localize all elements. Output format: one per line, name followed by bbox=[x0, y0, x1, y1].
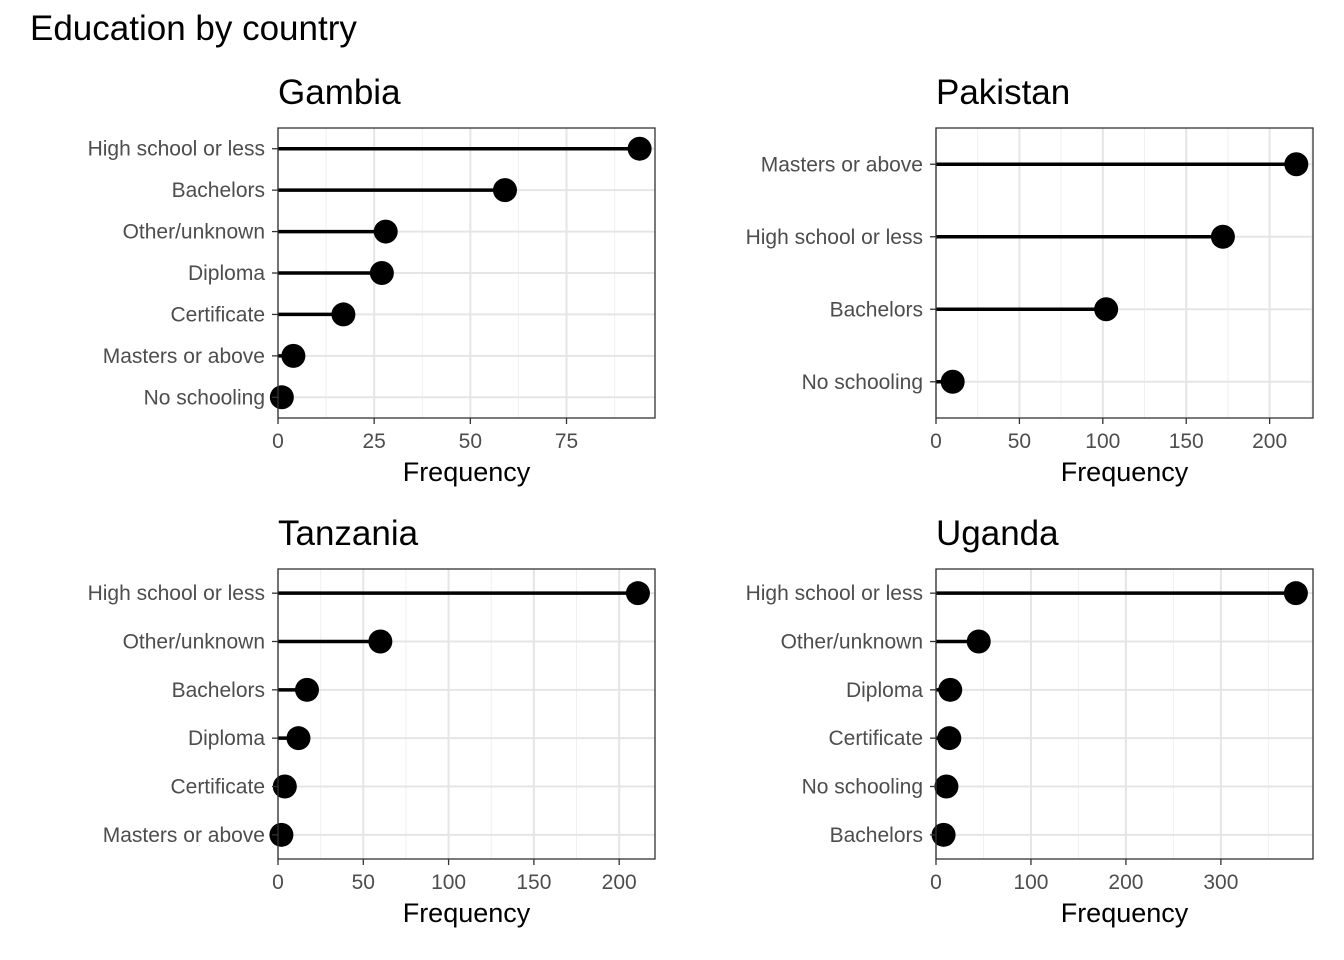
x-tick-label: 300 bbox=[1203, 871, 1238, 894]
lollipop-point-masters-or-above bbox=[1284, 152, 1309, 177]
figure-title: Education by country bbox=[30, 9, 357, 48]
y-tick-label: No schooling bbox=[144, 386, 265, 409]
panel-title: Tanzania bbox=[278, 514, 419, 553]
x-tick-label: 200 bbox=[1108, 871, 1143, 894]
x-tick-label: 0 bbox=[930, 430, 942, 453]
y-tick-label: Masters or above bbox=[761, 153, 923, 176]
panel-border bbox=[935, 127, 1314, 419]
x-tick-label: 50 bbox=[352, 871, 375, 894]
panel-background bbox=[278, 569, 655, 859]
y-tick-label: Diploma bbox=[188, 262, 265, 285]
x-tick-label: 0 bbox=[930, 871, 942, 894]
y-tick-label: High school or less bbox=[88, 582, 265, 605]
x-tick-label: 0 bbox=[272, 871, 284, 894]
lollipop-point-masters-or-above bbox=[269, 822, 294, 847]
x-tick-label: 100 bbox=[1085, 430, 1120, 453]
lollipop-point-certificate bbox=[331, 302, 356, 327]
lollipop-point-other-unknown bbox=[368, 629, 393, 654]
x-tick-label: 150 bbox=[516, 871, 551, 894]
x-axis-title: Frequency bbox=[403, 898, 531, 928]
lollipop-point-high-school-or-less bbox=[627, 136, 652, 161]
y-tick-label: High school or less bbox=[746, 226, 923, 249]
panel-border bbox=[277, 568, 656, 860]
x-tick-label: 100 bbox=[431, 871, 466, 894]
x-tick-label: 25 bbox=[362, 430, 385, 453]
y-tick-label: Bachelors bbox=[172, 679, 265, 702]
y-tick-label: High school or less bbox=[746, 582, 923, 605]
y-tick-label: Other/unknown bbox=[123, 221, 265, 244]
lollipop-point-no-schooling bbox=[940, 369, 965, 394]
y-tick-label: Certificate bbox=[170, 776, 265, 799]
panel-background bbox=[936, 569, 1313, 859]
lollipop-point-diploma bbox=[369, 261, 394, 285]
lollipop-point-bachelors bbox=[492, 178, 517, 203]
x-tick-label: 0 bbox=[272, 430, 284, 453]
lollipop-point-high-school-or-less bbox=[625, 581, 650, 606]
y-tick-label: No schooling bbox=[802, 776, 923, 799]
y-tick-label: Certificate bbox=[170, 303, 265, 326]
x-tick-label: 50 bbox=[1008, 430, 1031, 453]
lollipop-point-bachelors bbox=[295, 677, 319, 702]
lollipop-point-certificate bbox=[937, 726, 962, 751]
lollipop-point-bachelors bbox=[931, 822, 956, 847]
lollipop-point-other-unknown bbox=[373, 219, 398, 244]
panel-background bbox=[936, 128, 1313, 418]
lollipop-point-no-schooling bbox=[269, 385, 294, 410]
y-tick-label: No schooling bbox=[802, 371, 923, 394]
lollipop-point-diploma bbox=[286, 726, 311, 751]
panel-gambia: High school or less Bachelors Other/unknow… bbox=[88, 73, 656, 487]
panel-title: Gambia bbox=[278, 73, 401, 112]
y-tick-label: Bachelors bbox=[830, 824, 923, 847]
panel-title: Pakistan bbox=[936, 73, 1070, 112]
x-tick-label: 200 bbox=[602, 871, 637, 894]
y-tick-label: Masters or above bbox=[103, 824, 265, 847]
x-tick-label: 50 bbox=[459, 430, 482, 453]
panel-uganda: High school or less Other/unknown Diploma C… bbox=[746, 514, 1314, 928]
lollipop-point-other-unknown bbox=[966, 629, 991, 654]
lollipop-point-certificate bbox=[272, 774, 297, 799]
panel-title: Uganda bbox=[936, 514, 1059, 553]
x-tick-label: 75 bbox=[555, 430, 578, 453]
y-tick-label: Bachelors bbox=[172, 179, 265, 202]
x-tick-label: 200 bbox=[1252, 430, 1287, 453]
lollipop-point-diploma bbox=[938, 677, 963, 702]
lollipop-point-no-schooling bbox=[934, 774, 959, 799]
panel-pakistan: Masters or above High school or less Bache… bbox=[746, 73, 1314, 487]
panel-border bbox=[935, 568, 1314, 860]
lollipop-point-masters-or-above bbox=[281, 343, 306, 368]
lollipop-point-high-school-or-less bbox=[1210, 224, 1235, 249]
chart-panels: High school or less Bachelors Other/unknow… bbox=[88, 73, 1314, 928]
y-tick-label: Diploma bbox=[846, 679, 923, 702]
x-axis-title: Frequency bbox=[1061, 457, 1189, 487]
y-tick-label: Diploma bbox=[188, 727, 265, 750]
panel-tanzania: High school or less Other/unknown Bachelor… bbox=[88, 514, 656, 928]
x-axis-title: Frequency bbox=[1061, 898, 1189, 928]
lollipop-point-bachelors bbox=[1094, 297, 1119, 322]
x-tick-label: 100 bbox=[1013, 871, 1048, 894]
y-tick-label: Certificate bbox=[828, 727, 923, 750]
y-tick-label: Bachelors bbox=[830, 298, 923, 321]
y-tick-label: Masters or above bbox=[103, 345, 265, 368]
y-tick-label: High school or less bbox=[88, 138, 265, 161]
y-tick-label: Other/unknown bbox=[123, 631, 265, 654]
x-tick-label: 150 bbox=[1169, 430, 1204, 453]
x-axis-title: Frequency bbox=[403, 457, 531, 487]
lollipop-point-high-school-or-less bbox=[1283, 581, 1308, 606]
y-tick-label: Other/unknown bbox=[781, 631, 923, 654]
